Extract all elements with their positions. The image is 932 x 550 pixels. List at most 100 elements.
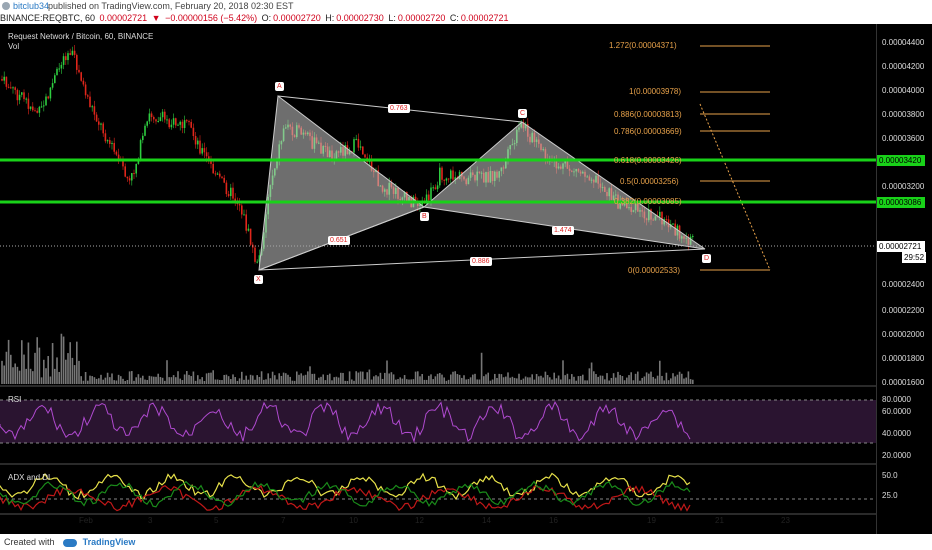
volume-bar [667,380,670,384]
candle-body [29,106,32,109]
candle-body [232,187,234,199]
candle-body [40,106,43,108]
candle-body [91,106,93,108]
volume-bar [285,373,287,384]
volume-bar [342,372,344,384]
pattern-point-x: X [254,275,263,284]
candle-body [243,214,245,216]
volume-bar [546,375,549,384]
volume-bar [582,374,584,384]
candle-body [104,133,107,142]
candle-body [3,76,5,81]
x-tick: 16 [549,516,558,525]
volume-bar [608,380,610,384]
volume-bar [355,371,357,384]
volume-bar [69,342,71,384]
volume-bar [234,377,236,384]
candle-body [441,167,443,180]
volume-bar [373,376,375,384]
volume-bar [612,373,615,384]
volume-bar [634,373,637,384]
volume-bar [170,377,173,384]
y-tick: 0.00002200 [882,306,925,315]
volume-bar [593,371,595,384]
volume-bar [249,374,252,384]
volume-bar [659,360,661,384]
volume-bar [12,367,14,384]
volume-bar [531,374,533,384]
candle-body [89,96,91,108]
volume-bar [227,376,230,384]
tradingview-link[interactable]: TradingView [82,537,136,547]
volume-bar [551,379,553,384]
volume-bar [219,379,221,384]
volume-bar [465,379,467,384]
volume-bar [5,351,8,384]
volume-bar [689,379,692,384]
price-chart-canvas[interactable] [0,24,932,534]
volume-bar [166,360,168,384]
candle-body [23,92,25,100]
volume-bar [414,371,417,384]
candle-body [186,120,188,122]
author-link[interactable]: bitclub34 [13,1,50,11]
candle-body [665,219,668,221]
vol-label: Vol [8,42,20,51]
volume-bar [683,378,685,384]
volume-bar [527,377,529,384]
volume-bar [137,374,140,384]
candle-body [192,127,195,137]
volume-bar [304,374,307,384]
volume-bar [566,373,569,384]
volume-bar [315,379,318,384]
candle-body [214,173,217,175]
candle-body [142,135,144,141]
volume-bar [610,377,613,384]
volume-bar [663,380,665,384]
volume-bar [337,377,340,384]
volume-bar [597,376,599,384]
candle-body [432,187,434,189]
volume-bar [542,377,544,384]
volume-bar [674,376,676,384]
candle-body [172,118,175,125]
volume-bar [230,379,232,384]
high-value: 0.00002730 [336,13,384,23]
volume-bar [56,357,58,384]
volume-bar [540,375,542,384]
candle-body [131,173,133,181]
volume-bar [518,373,520,384]
candle-body [159,117,162,121]
volume-bar [278,373,280,384]
volume-bar [190,376,192,384]
open-value: 0.00002720 [273,13,321,23]
volume-bar [656,375,659,384]
current-price-tag: 0.00002721 [877,241,925,252]
candle-body [98,121,100,125]
volume-bar [82,380,85,384]
volume-bar [291,380,294,384]
volume-bar [687,371,690,384]
volume-bar [445,380,448,384]
volume-bar [326,374,329,384]
chart-area[interactable]: Request Network / Bitcoin, 60, BINANCE V… [0,24,932,534]
y-tick: 0.00002000 [882,330,925,339]
publish-header: bitclub34 published on TradingView.com, … [0,0,932,12]
price-axis[interactable] [876,24,932,534]
candle-body [219,173,221,177]
candle-body [67,53,69,61]
candle-body [249,228,252,245]
volume-bar [282,372,285,384]
candle-body [62,56,65,65]
candle-body [256,261,258,263]
candle-body [225,182,228,195]
volume-bar [212,370,214,384]
volume-bar [630,372,632,384]
candle-body [208,156,210,161]
volume-bar [579,375,582,384]
volume-bar [621,376,624,384]
volume-bar [258,376,261,384]
y-tick: 0.00002400 [882,280,925,289]
volume-bar [23,354,25,384]
volume-bar [104,377,107,384]
